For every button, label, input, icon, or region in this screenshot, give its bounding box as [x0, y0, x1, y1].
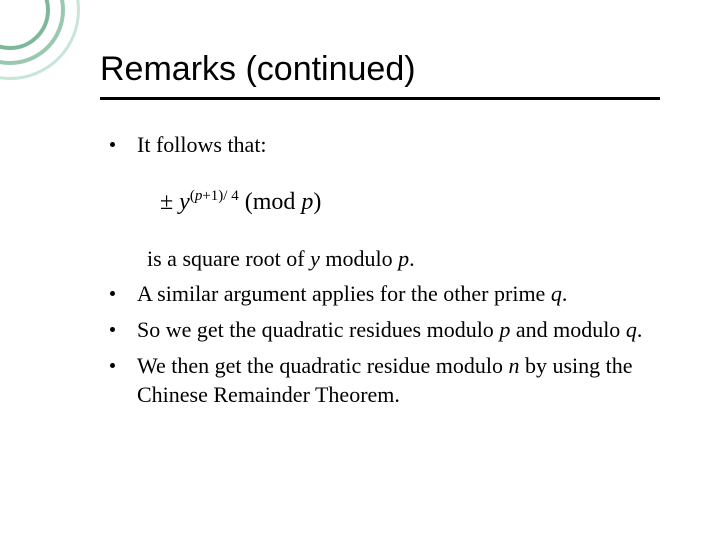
bullet-marker [110, 363, 115, 368]
formula-block: ± y(p+1)/ 4 (mod p) [160, 188, 660, 216]
plus-minus: ± [160, 189, 173, 215]
formula: ± y(p+1)/ 4 (mod p) [160, 189, 321, 215]
bullet-marker [110, 327, 115, 332]
bullet-text: A similar argument applies for the other… [137, 279, 567, 309]
bullet-item: It follows that: [110, 130, 660, 160]
formula-exponent: (p+1)/ 4 [190, 188, 239, 204]
title-block: Remarks (continued) [100, 50, 660, 100]
slide-title: Remarks (continued) [100, 50, 660, 97]
title-underline [100, 97, 660, 100]
bullet-text: So we get the quadratic residues modulo … [137, 315, 642, 345]
bullet-text: We then get the quadratic residue modulo… [137, 351, 660, 410]
bullet-item: A similar argument applies for the other… [110, 279, 660, 309]
bullet-text: It follows that: [137, 130, 267, 160]
bullet-marker [110, 142, 115, 147]
slide-content: Remarks (continued) It follows that: ± y… [0, 0, 720, 456]
formula-base: y [179, 189, 190, 215]
bullet-marker [110, 291, 115, 296]
bullet-item: We then get the quadratic residue modulo… [110, 351, 660, 410]
mod-open: (mod [239, 189, 302, 215]
bullet-item: So we get the quadratic residues modulo … [110, 315, 660, 345]
mod-var: p [301, 189, 313, 215]
bullet-list: It follows that: ± y(p+1)/ 4 (mod p) is … [110, 130, 660, 410]
bullet-continuation: is a square root of y modulo p. [147, 244, 660, 274]
mod-close: ) [313, 189, 321, 215]
